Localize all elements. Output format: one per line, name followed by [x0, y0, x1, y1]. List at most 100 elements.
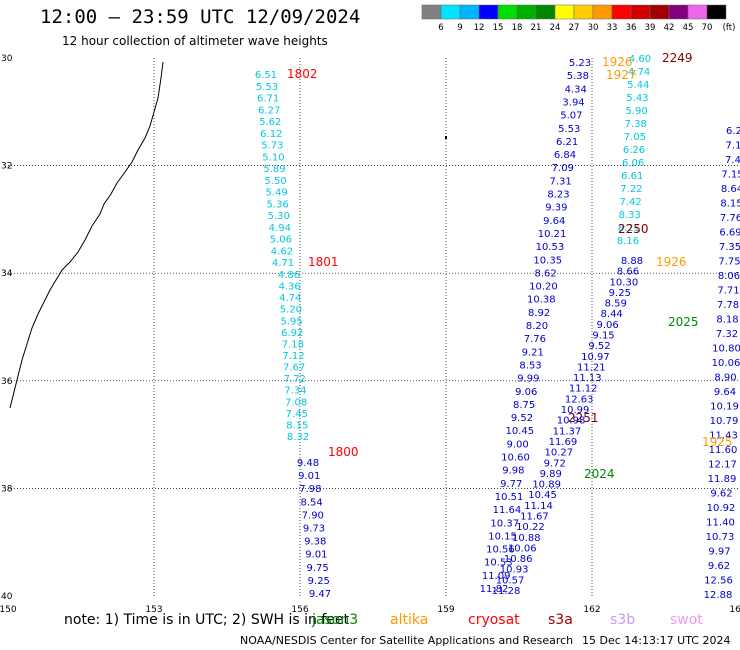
wave-height-label: 4.71	[272, 258, 294, 269]
wave-height-label: 8.53	[519, 360, 541, 371]
wave-height-label: 11.37	[553, 426, 582, 437]
wave-height-label: 7.76	[720, 213, 740, 224]
wave-height-label: 7.34	[284, 386, 306, 397]
wave-height-label: 9.64	[543, 216, 565, 227]
legend-swatch	[668, 4, 689, 20]
lat-label: 36	[1, 377, 13, 387]
wave-height-label: 7.75	[718, 257, 740, 268]
legend-tick-label: 30	[588, 23, 599, 33]
track-time-label: 1927	[606, 68, 637, 82]
wave-height-label: 6.06	[622, 158, 644, 169]
track-time-label: 2024	[584, 467, 615, 481]
legend-swatch	[573, 4, 594, 20]
track-time-label: 2251	[568, 411, 599, 425]
wave-height-label: 7.12	[282, 351, 304, 362]
wave-height-label: 9.75	[306, 563, 328, 574]
wave-height-label: 10.80	[712, 344, 740, 355]
wave-height-label: 8.16	[617, 236, 639, 247]
wave-height-label: 10.56	[486, 545, 515, 556]
wave-height-label: 6.51	[255, 70, 277, 81]
wave-height-label: 8.59	[605, 299, 627, 310]
wave-height-label: 10.45	[505, 426, 534, 437]
wave-height-label: 10.22	[516, 522, 545, 533]
lon-label: 150	[0, 605, 17, 615]
wave-height-label: 10.79	[710, 416, 739, 427]
legend-swatch	[459, 4, 480, 20]
wave-height-label: 7.15	[721, 170, 740, 181]
wave-height-label: 10.20	[529, 282, 558, 293]
wave-height-label: 9.00	[507, 439, 529, 450]
legend-tick-label: 33	[607, 23, 618, 33]
wave-height-label: 4.74	[628, 67, 650, 78]
page-subtitle: 12 hour collection of altimeter wave hei…	[62, 34, 328, 48]
legend-tick-label: 9	[457, 23, 462, 33]
timestamp: 15 Dec 14:13:17 UTC 2024	[582, 634, 731, 647]
legend-tick-label: 45	[683, 23, 694, 33]
wave-height-label: 10.93	[500, 565, 529, 576]
wave-height-label: 6.69	[719, 228, 740, 239]
wave-height-label: 7.38	[625, 119, 647, 130]
legend-tick-label: 21	[531, 23, 542, 33]
wave-height-label: 10.45	[528, 490, 557, 501]
wave-height-label: 6.71	[257, 94, 279, 105]
wave-height-label: 6.12	[260, 129, 282, 140]
wave-height-label: 8.75	[513, 400, 535, 411]
wave-height-label: 5.49	[265, 188, 287, 199]
legend-swatch	[497, 4, 518, 20]
legend-swatch	[421, 4, 442, 20]
wave-height-label: 7.71	[717, 286, 739, 297]
lon-label: 162	[583, 605, 600, 615]
wave-height-label: 9.52	[588, 341, 610, 352]
wave-height-label: 5.89	[263, 164, 285, 175]
track-time-label: 2249	[662, 51, 693, 65]
wave-height-label: 7.78	[717, 300, 739, 311]
wave-height-label: 7.67	[283, 363, 305, 374]
wave-height-label: 11.14	[524, 501, 553, 512]
wave-height-label: 6.26	[623, 145, 645, 156]
wave-height-label: 10.99	[561, 405, 590, 416]
wave-height-label: 11.13	[573, 373, 602, 384]
track-time-label: 1802	[287, 67, 318, 81]
wave-height-label: 10.51	[495, 492, 524, 503]
wave-height-label: 5.06	[270, 235, 292, 246]
credit-line: NOAA/NESDIS Center for Satellite Applica…	[240, 634, 574, 647]
wave-height-label: 8.15	[720, 199, 740, 210]
wave-height-label: 7.09	[552, 163, 574, 174]
legend-tick-label: 24	[550, 23, 561, 33]
wave-height-label: 6.92	[281, 328, 303, 339]
wave-height-label: 4.60	[629, 54, 651, 65]
track-time-label: 2025	[668, 315, 699, 329]
footnote: note: 1) Time is in UTC; 2) SWH is in fe…	[64, 612, 350, 628]
legend-tick-label: 36	[626, 23, 637, 33]
track-time-label: 1801	[308, 255, 339, 269]
wave-height-label: 7.18	[282, 339, 304, 350]
wave-height-label: 7.32	[716, 329, 738, 340]
wave-height-label: 12.63	[565, 394, 594, 405]
wave-height-label: 4.62	[271, 246, 293, 257]
wave-height-label: 10.27	[545, 448, 574, 459]
wave-height-label: 11.28	[492, 586, 521, 597]
wave-height-label: 8.33	[619, 210, 641, 221]
wave-height-label: 9.98	[502, 466, 524, 477]
wave-height-label: 9.39	[545, 203, 567, 214]
wave-height-label: 5.07	[560, 111, 582, 122]
wave-height-label: 11.82	[480, 584, 509, 595]
wave-height-label: 9.38	[304, 537, 326, 548]
legend-tick-label: 6	[438, 23, 443, 33]
wave-height-label: 7.45	[286, 409, 308, 420]
lon-label: 159	[437, 605, 454, 615]
wave-height-label: 6.84	[554, 150, 576, 161]
wave-height-label: 4.36	[279, 282, 301, 293]
wave-height-label: 8.44	[601, 309, 623, 320]
wave-height-label: 10.73	[706, 532, 735, 543]
wave-height-label: 6.27	[258, 105, 280, 116]
wave-height-label: 4.86	[278, 270, 300, 281]
wave-height-label: 9.25	[308, 576, 330, 587]
legend-tick-label: 70	[702, 23, 713, 33]
wave-height-label: 11.69	[549, 437, 578, 448]
wave-height-label: 9.97	[708, 547, 730, 558]
wave-height-label: 10.60	[501, 453, 530, 464]
wave-height-label: 5.20	[280, 305, 302, 316]
wave-height-label: 10.06	[712, 358, 740, 369]
